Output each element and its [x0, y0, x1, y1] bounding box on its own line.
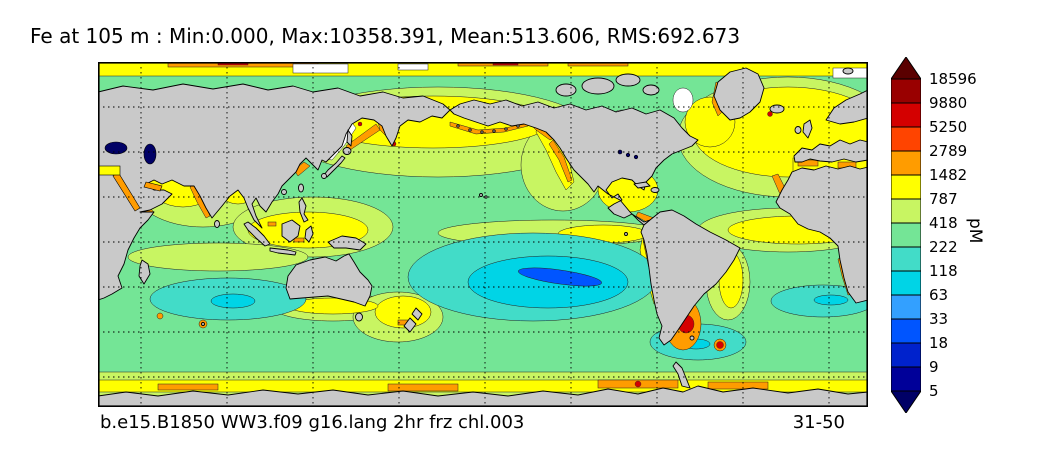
- scandinavia: [825, 89, 868, 125]
- graticule: [98, 62, 868, 407]
- borneo: [281, 219, 301, 243]
- colorbar-tick-label: 787: [929, 190, 958, 208]
- colorbar-tick-label: 33: [929, 310, 949, 328]
- colorbar-tick-label: 18596: [929, 70, 977, 88]
- world-map-svg: [98, 62, 868, 407]
- colorbar-cell: [890, 270, 922, 296]
- aleutian-islands: [456, 124, 460, 128]
- antarctica: [98, 385, 868, 407]
- sulawesi: [304, 225, 314, 243]
- galapagos: [624, 232, 628, 236]
- iceland: [769, 104, 785, 114]
- mediterranean-east: [98, 165, 121, 176]
- caption-case-name: b.e15.B1850 WW3.f09 g16.lang 2hr frz chl…: [100, 412, 525, 433]
- south-america: [640, 209, 741, 346]
- persian-gulf: [143, 181, 163, 192]
- colorbar-tick-label: 63: [929, 286, 949, 304]
- colorbar-tick-label: 9: [929, 358, 939, 376]
- svalbard: [842, 67, 854, 75]
- sakhalin: [346, 129, 353, 147]
- kyushu: [321, 173, 327, 179]
- arctic-islands: [581, 77, 615, 95]
- colorbar-cell: [890, 174, 922, 200]
- caspian-sea: [143, 143, 157, 165]
- australia: [285, 253, 373, 307]
- black-sea: [104, 141, 128, 155]
- antarctic-peninsula: [672, 361, 691, 389]
- madagascar: [138, 259, 151, 285]
- colorbar-labels: 18596 9880 5250 2789 1482 787 418 222 118 63 33 18 9…: [929, 57, 991, 413]
- colorbar-arrow-top: [890, 56, 922, 80]
- colorbar-tick-label: 18: [929, 334, 949, 352]
- north-america: [449, 99, 699, 226]
- colorbar-tick-label: 222: [929, 238, 958, 256]
- colorbar-cell: [890, 246, 922, 272]
- colorbar-tick-label: 5: [929, 382, 939, 400]
- colorbar-arrow-bottom: [890, 390, 922, 414]
- colorbar-tick-label: 2789: [929, 142, 968, 160]
- tasmania: [355, 312, 363, 322]
- colorbar-cell: [890, 78, 922, 104]
- enclosed-seas: [98, 141, 639, 212]
- colorbar-cell: [890, 198, 922, 224]
- land-layer: [98, 67, 868, 407]
- figure-title: Fe at 105 m : Min:0.000, Max:10358.391, …: [30, 24, 741, 48]
- colorbar: [890, 56, 922, 414]
- colorbar-cell: [890, 342, 922, 368]
- honshu: [323, 155, 346, 178]
- new-guinea: [327, 235, 367, 251]
- colorbar-unit-label: pM: [965, 218, 985, 244]
- colorbar-tick-label: 5250: [929, 118, 968, 136]
- colorbar-cell: [890, 102, 922, 128]
- hainan: [281, 189, 287, 195]
- colorbar-tick-label: 9880: [929, 94, 968, 112]
- colorbar-tick-label: 418: [929, 214, 958, 232]
- greenland: [713, 67, 765, 121]
- colorbar-cell: [890, 222, 922, 248]
- africa-west: [775, 165, 868, 304]
- map-frame: [98, 62, 868, 407]
- philippines: [298, 197, 309, 223]
- colorbar-tick-label: 118: [929, 262, 958, 280]
- java: [269, 247, 297, 256]
- british-isles: [802, 119, 813, 139]
- sri-lanka: [214, 220, 220, 228]
- ireland: [794, 126, 802, 134]
- taiwan: [298, 183, 304, 193]
- sumatra: [243, 221, 271, 247]
- colorbar-cell: [890, 126, 922, 152]
- caption-year-range: 31-50: [792, 412, 845, 433]
- cuba: [633, 181, 651, 189]
- kerguelen: [201, 322, 205, 326]
- eurasia-africa-east: [98, 83, 451, 301]
- colorbar-cell: [890, 294, 922, 320]
- map-panel: [98, 62, 868, 407]
- hispaniola: [650, 187, 660, 193]
- colorbar-cell: [890, 318, 922, 344]
- colorbar-cell: [890, 150, 922, 176]
- colorbar-tick-label: 1482: [929, 166, 968, 184]
- hokkaido: [342, 147, 352, 155]
- falkland-islands: [689, 335, 695, 341]
- blue-minimum-streak: [518, 267, 602, 287]
- hawaii: [479, 193, 483, 197]
- europe: [793, 139, 868, 163]
- colorbar-svg: [890, 56, 922, 414]
- new-zealand: [411, 307, 423, 321]
- colorbar-cell: [890, 366, 922, 392]
